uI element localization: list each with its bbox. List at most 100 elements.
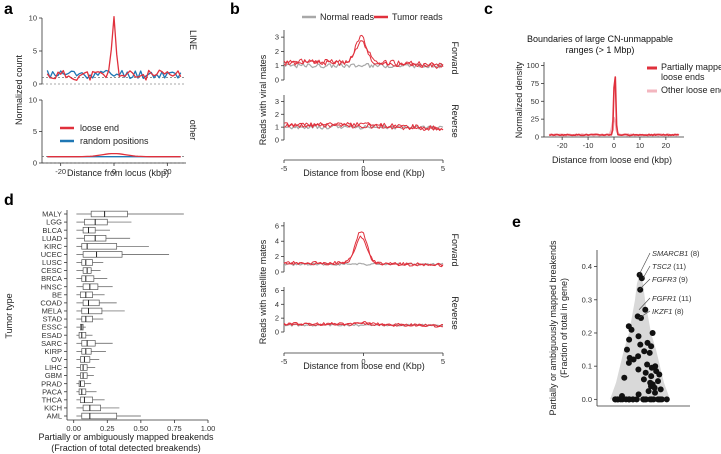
- panel-e-point: [645, 388, 652, 395]
- panel-d-category-label-maly: MALY: [42, 210, 62, 219]
- panel-e: e Partially or ambiguously mapped breake…: [512, 214, 700, 416]
- panel-d-box-ov: [80, 356, 91, 363]
- panel-b-xtick-label: 0: [361, 357, 365, 366]
- panel-e-annotation-smarcb1: SMARCB1 (8): [652, 249, 700, 258]
- panel-a-facet-line-label: LINE: [188, 30, 198, 50]
- panel-d-box-mela: [81, 307, 103, 315]
- panel-e-point: [644, 361, 651, 368]
- panel-b-tumor-reads-series: [283, 123, 444, 131]
- panel-c-other-loose-series: [548, 116, 680, 137]
- panel-a-random-positions-series: [46, 69, 182, 80]
- panel-c-plot: 0 25 50 75 100 -20 -10 0 10 20: [526, 61, 684, 150]
- panel-d-box-kirc: [81, 243, 118, 250]
- panel-d-category-label-esad: ESAD: [42, 331, 63, 340]
- panel-d-category-label-cesc: CESC: [41, 266, 62, 275]
- panel-b-tumor-reads-series: [283, 321, 444, 327]
- panel-e-annotation-leader: [642, 265, 651, 279]
- panel-b-tumor-reads-series: [283, 122, 444, 131]
- panel-d-xtick-label: 1.00: [201, 424, 216, 433]
- panel-a-xtick-label: 20: [163, 167, 171, 176]
- panel-d-box-kich: [82, 404, 101, 412]
- panel-e-point: [648, 343, 655, 350]
- panel-a-xtick-label: 0: [112, 167, 116, 176]
- panel-e-annotation-leader: [638, 297, 651, 310]
- panel-e-point: [629, 396, 636, 403]
- panel-e-point: [626, 336, 633, 343]
- panel-d-category-label-gbm: GBM: [45, 371, 62, 380]
- panel-b-ytick-label: 0: [275, 328, 279, 337]
- panel-c-ytick-label: 75: [531, 79, 539, 88]
- panel-e-ylabel-line2: (Fraction of total in gene): [559, 278, 569, 378]
- panel-e-point: [630, 356, 637, 363]
- panel-a-facet-other-label: other: [188, 120, 198, 141]
- legend-random-positions-label: random positions: [80, 136, 149, 146]
- panel-a-legend: loose end random positions: [60, 123, 149, 146]
- panel-d-box-brca: [81, 275, 95, 282]
- panel-d-box-thca: [80, 396, 93, 404]
- panel-d-category-label-luad: LUAD: [42, 234, 63, 243]
- panel-d-xtick-label: 0.50: [134, 424, 149, 433]
- panel-b-ytick-label: 2: [275, 47, 279, 56]
- panel-e-annotation-fgfr1: FGFR1 (11): [652, 294, 692, 303]
- panel-a-ytick-label: 0: [33, 80, 37, 89]
- panel-e-point: [663, 396, 670, 403]
- panel-a-ytick-label: 0: [33, 159, 37, 168]
- panel-d-category-label-paca: PACA: [42, 387, 62, 396]
- panel-e-annotation-leader: [638, 252, 651, 276]
- panel-e-point: [640, 396, 647, 403]
- panel-b: b Normal reads Tumor reads Reads with vi…: [230, 1, 460, 371]
- panel-d-ylabel: Tumor type: [4, 293, 14, 338]
- panel-d-category-label-lusc: LUSC: [42, 258, 63, 267]
- panel-b-ytick-label: 2: [275, 252, 279, 261]
- panel-e-point: [642, 306, 649, 313]
- panel-c-partially-mapped-series: [549, 76, 679, 137]
- panel-e-point: [647, 396, 654, 403]
- legend-partially-mapped-label-line1: Partially mapped: [661, 62, 721, 72]
- panel-b-ytick-label: 2: [275, 314, 279, 323]
- panel-e-point: [614, 396, 621, 403]
- legend-other-loose-label: Other loose ends: [661, 85, 721, 95]
- panel-e-point: [646, 349, 653, 356]
- panel-b-tumor-reads-series: [283, 322, 444, 328]
- panel-d-box-lihc: [80, 364, 88, 371]
- panel-b-xtick-label: 5: [441, 357, 445, 366]
- panel-d-box-gbm: [80, 372, 88, 379]
- panel-d-box-maly: [90, 210, 128, 218]
- panel-e-annotation-leader: [638, 310, 651, 319]
- panel-b-ytick-label: 4: [275, 300, 279, 309]
- panel-b-ytick-label: 3: [275, 33, 279, 42]
- panel-b-top-xlabel: Distance from loose end (Kbp): [303, 168, 425, 178]
- panel-d-box-hnsc: [82, 283, 99, 290]
- panel-d-box-be: [80, 291, 93, 298]
- panel-e-point: [634, 313, 641, 320]
- panel-d-box-coad: [82, 299, 100, 307]
- panel-b-xtick-label: -5: [281, 164, 288, 173]
- panel-e-point: [655, 396, 661, 403]
- panel-e-plot: 0.0 0.1 0.2 0.3 0.4 SMARCB1 (8) TSC2 (11) FGFR3…: [582, 249, 700, 407]
- panel-e-ytick-label: 0.2: [582, 328, 592, 337]
- panel-b-ytick-label: 1: [275, 123, 279, 132]
- panel-e-point: [628, 326, 635, 333]
- panel-d-category-label-ucec: UCEC: [41, 250, 63, 259]
- panel-b-ytick-label: 0: [275, 268, 279, 277]
- panel-a-xlabel: Distance from locus (kbp): [67, 168, 169, 178]
- panel-b-viral-forward-label: Forward: [450, 41, 460, 74]
- panel-d-category-label-brca: BRCA: [41, 274, 62, 283]
- panel-d-xlabel-line2: (Fraction of total detected breakends): [51, 443, 201, 453]
- panel-a-plot: 0 5 10 0 5 10 -20 0 20: [29, 14, 186, 176]
- panel-c: c Boundaries of large CN-unmappable rang…: [484, 1, 721, 165]
- panel-b-xtick-label: 0: [361, 164, 365, 173]
- panel-e-point: [624, 346, 630, 353]
- panel-e-point: [651, 384, 658, 391]
- panel-e-point: [641, 348, 648, 355]
- panel-d-box-sarc: [81, 340, 96, 347]
- panel-d-xlabel-line1: Partially or ambiguously mapped breakend…: [38, 432, 214, 442]
- panel-b-xtick-label: -5: [281, 357, 288, 366]
- panel-b-ytick-label: 3: [275, 97, 279, 106]
- panel-b-ytick-label: 0: [275, 136, 279, 145]
- panel-c-title-line1: Boundaries of large CN-unmappable: [527, 34, 673, 44]
- panel-d-label: d: [4, 192, 14, 209]
- panel-e-point: [657, 386, 664, 393]
- panel-c-ytick-label: 100: [526, 61, 539, 70]
- panel-e-ylabel-line1: Partially or ambiguously mapped breakend…: [548, 240, 558, 416]
